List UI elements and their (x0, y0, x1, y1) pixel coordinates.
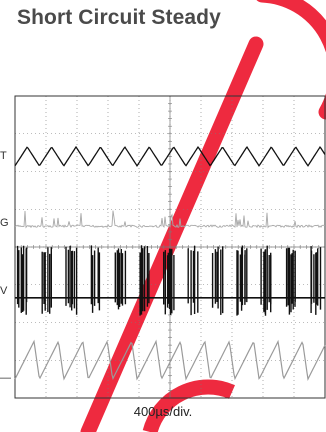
trace-2 (14, 210, 326, 229)
trace-1 (14, 145, 326, 167)
channel-label-2: G (0, 217, 9, 229)
plot-frame (14, 95, 326, 399)
channel-label-1: T (0, 150, 7, 162)
watermark-arc-bottom (142, 379, 235, 432)
channel-label-4: — (0, 372, 11, 384)
trace-3-bursts (16, 245, 322, 316)
watermark-slash (80, 36, 264, 432)
chart-title: Short Circuit Steady (17, 6, 221, 29)
channel-label-3: V (0, 285, 8, 297)
x-scale-label: 400µs/div. (133, 404, 193, 419)
trace-4 (14, 339, 326, 381)
